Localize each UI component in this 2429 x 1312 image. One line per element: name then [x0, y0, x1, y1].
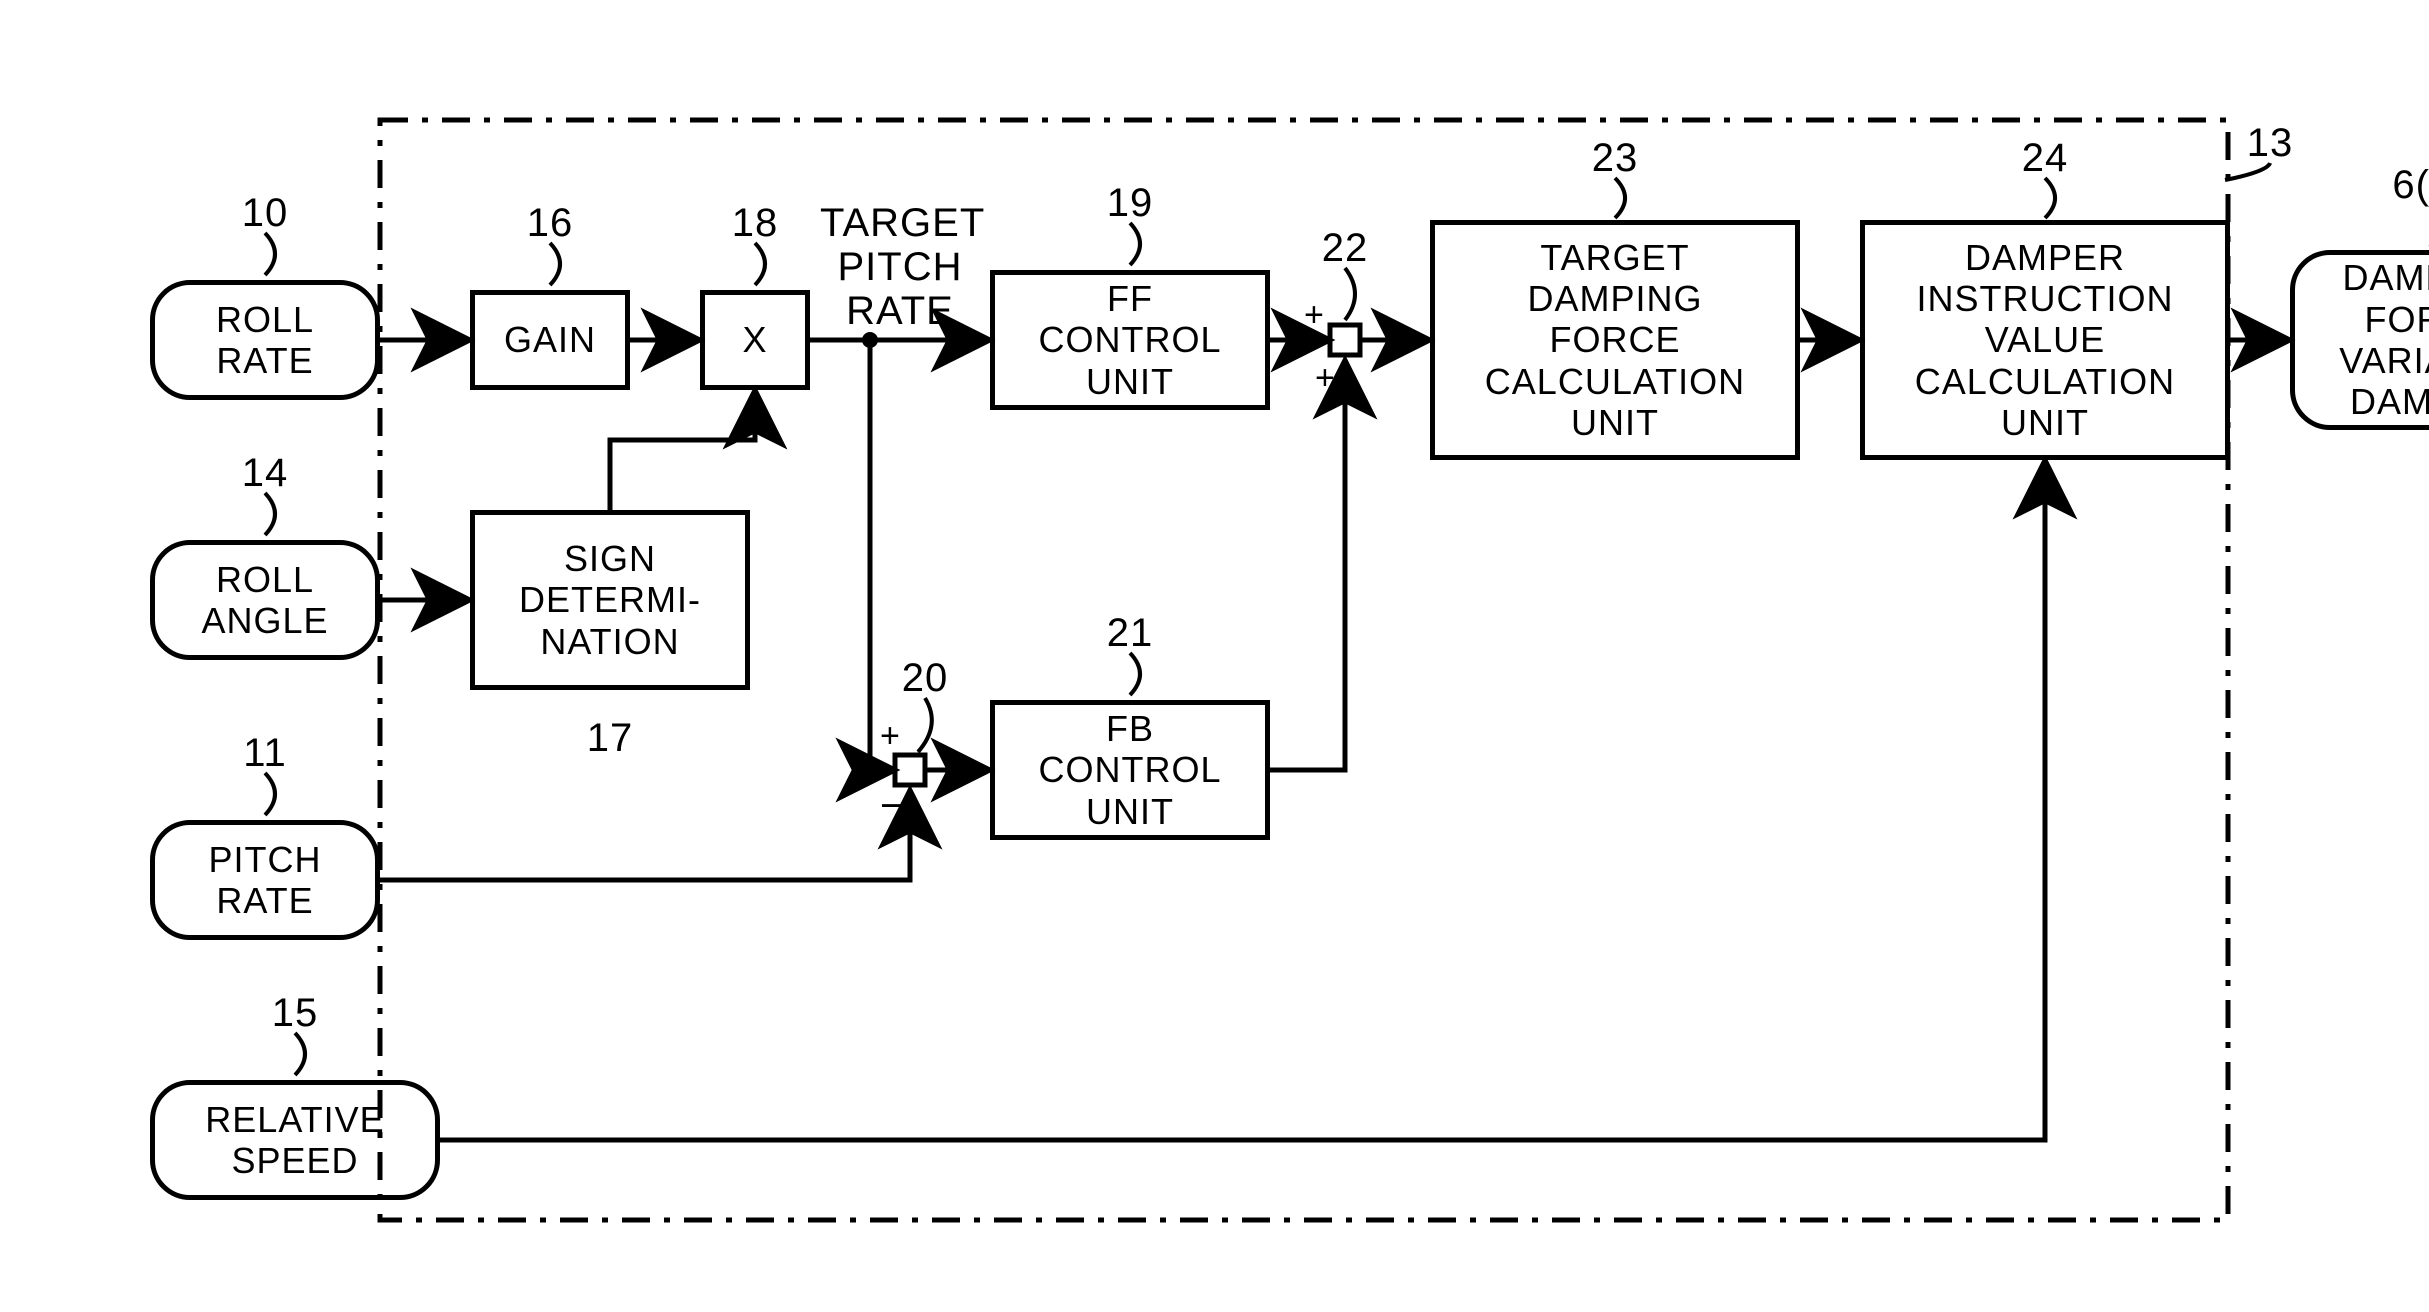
label-n20: 20	[845, 656, 1005, 700]
node-ff: FFCONTROLUNIT	[990, 270, 1270, 410]
label-n21: 21	[1050, 611, 1210, 655]
node-mult-label: X	[742, 319, 767, 360]
label-n16: 16	[470, 201, 630, 245]
node-tdforce-label: TARGETDAMPINGFORCECALCULATIONUNIT	[1485, 237, 1745, 444]
label-n14: 14	[185, 451, 345, 495]
node-ff-label: FFCONTROLUNIT	[1038, 278, 1221, 402]
svg-text:+: +	[1315, 359, 1335, 397]
node-dinstr: DAMPERINSTRUCTIONVALUECALCULATIONUNIT	[1860, 220, 2230, 460]
node-rel_speed: RELATIVESPEED	[150, 1080, 440, 1200]
node-damper: DAMPINGFORCEVARIABLEDAMPER	[2290, 250, 2429, 430]
label-n11: 11	[185, 731, 345, 775]
node-fb: FBCONTROLUNIT	[990, 700, 1270, 840]
node-gain: GAIN	[470, 290, 630, 390]
node-pitch_rate-label: PITCHRATE	[209, 839, 322, 922]
node-roll_angle-label: ROLLANGLE	[201, 559, 328, 642]
label-n10: 10	[185, 191, 345, 235]
label-n24: 24	[1965, 136, 2125, 180]
node-sign: SIGNDETERMI-NATION	[470, 510, 750, 690]
node-fb-label: FBCONTROLUNIT	[1038, 708, 1221, 832]
label-n69: 6(9)	[2350, 163, 2429, 207]
node-dinstr-label: DAMPERINSTRUCTIONVALUECALCULATIONUNIT	[1915, 237, 2175, 444]
label-n17: 17	[530, 716, 690, 760]
svg-text:+: +	[880, 717, 900, 755]
label-n23: 23	[1535, 136, 1695, 180]
svg-text:−: −	[880, 784, 903, 828]
label-n19: 19	[1050, 181, 1210, 225]
svg-text:+: +	[1304, 296, 1324, 334]
label-n22: 22	[1265, 226, 1425, 270]
label-n18: 18	[675, 201, 835, 245]
node-roll_rate: ROLLRATE	[150, 280, 380, 400]
label-tpr: TARGETPITCHRATE	[820, 201, 980, 333]
label-n15: 15	[215, 991, 375, 1035]
node-roll_angle: ROLLANGLE	[150, 540, 380, 660]
label-n13: 13	[2190, 121, 2350, 165]
node-rel_speed-label: RELATIVESPEED	[205, 1099, 384, 1182]
node-sign-label: SIGNDETERMI-NATION	[519, 538, 701, 662]
node-pitch_rate: PITCHRATE	[150, 820, 380, 940]
node-gain-label: GAIN	[504, 319, 596, 360]
diagram-canvas: + − + + ROLLRATE ROLLANGLE PITCHRATE RELATIVESP…	[0, 0, 2429, 1312]
node-tdforce: TARGETDAMPINGFORCECALCULATIONUNIT	[1430, 220, 1800, 460]
node-damper-label: DAMPINGFORCEVARIABLEDAMPER	[2339, 257, 2429, 423]
node-roll_rate-label: ROLLRATE	[216, 299, 314, 382]
node-mult: X	[700, 290, 810, 390]
